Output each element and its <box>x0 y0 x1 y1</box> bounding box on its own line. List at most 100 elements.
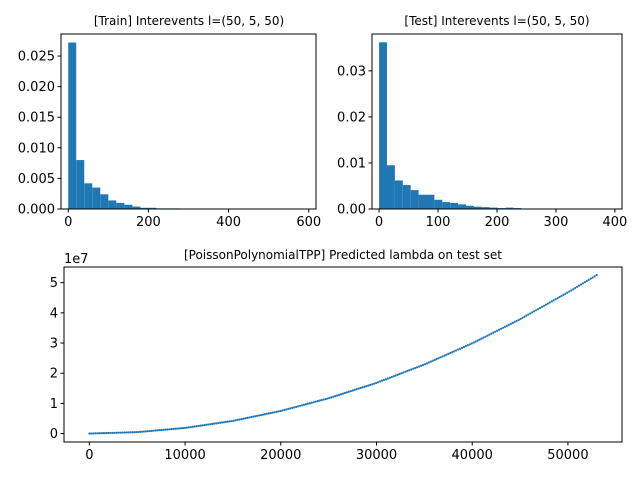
lambda-scatter-xtick-label: 40000 <box>452 448 493 463</box>
lambda-scatter-point <box>435 357 438 361</box>
lambda-scatter-point <box>181 426 185 430</box>
lambda-scatter-point <box>92 432 95 435</box>
train-histogram-bar <box>84 183 93 209</box>
test-histogram-bar <box>402 185 411 209</box>
lambda-scatter-point <box>453 350 456 353</box>
lambda-scatter-point <box>558 295 561 299</box>
lambda-scatter-point <box>581 282 585 285</box>
lambda-scatter-point <box>273 411 276 414</box>
test-histogram-yticks: 0.00 0.01 0.02 0.03 <box>337 64 372 218</box>
lambda-scatter-point <box>464 345 468 348</box>
lambda-scatter-point <box>439 356 442 359</box>
train-histogram-xtick-label: 600 <box>296 215 321 230</box>
lambda-scatter-point <box>170 428 173 431</box>
lambda-scatter-point <box>166 428 169 431</box>
lambda-scatter-point <box>480 337 483 340</box>
train-histogram-xtick-label: 200 <box>136 215 161 230</box>
test-histogram-ytick-label: 0.03 <box>337 64 366 79</box>
lambda-scatter-point <box>289 407 292 410</box>
lambda-scatter-point <box>142 430 146 433</box>
lambda-scatter-point <box>523 315 526 318</box>
train-histogram-ytick-label: 0.000 <box>18 203 55 218</box>
train-histogram-title: [Train] Interevents l=(50, 5, 50) <box>94 14 284 28</box>
lambda-scatter-point <box>168 428 171 431</box>
lambda-scatter-point <box>529 312 532 315</box>
lambda-scatter-point <box>308 402 311 405</box>
lambda-scatter-point <box>94 432 97 435</box>
lambda-scatter-point <box>127 431 130 434</box>
lambda-scatter-point <box>174 427 177 430</box>
test-histogram-bar <box>410 190 419 209</box>
lambda-scatter-point <box>125 431 128 434</box>
lambda-scatter-point <box>238 418 241 421</box>
lambda-scatter-point <box>258 414 261 417</box>
lambda-scatter-point <box>137 430 140 434</box>
lambda-scatter-point <box>556 297 559 300</box>
lambda-scatter-point <box>123 431 126 434</box>
lambda-scatter-point <box>236 418 239 421</box>
lambda-scatter-point <box>98 432 101 435</box>
lambda-scatter-point <box>466 344 469 347</box>
train-histogram-ytick-label: 0.015 <box>18 111 55 126</box>
lambda-scatter-point <box>398 372 401 376</box>
test-histogram-panel: [Test] Interevents l=(50, 5, 50) 0 100 200… <box>337 14 627 230</box>
lambda-scatter-point <box>207 423 210 426</box>
train-histogram-bar <box>132 206 141 209</box>
train-histogram-ytick-label: 0.020 <box>18 80 55 95</box>
lambda-scatter-point <box>384 378 388 381</box>
lambda-scatter-point <box>492 331 495 334</box>
lambda-scatter-point <box>544 303 548 306</box>
train-histogram-bars <box>68 42 301 209</box>
lambda-scatter-point <box>359 386 362 390</box>
lambda-scatter-point <box>537 307 540 311</box>
lambda-scatter-point <box>445 353 448 356</box>
lambda-scatter-point <box>410 368 413 371</box>
lambda-scatter-point <box>419 364 423 367</box>
lambda-scatter-point <box>172 427 175 431</box>
lambda-scatter-point <box>517 318 520 322</box>
lambda-scatter-point <box>365 385 368 388</box>
lambda-scatter-point <box>287 407 290 411</box>
lambda-scatter-point <box>490 332 493 335</box>
lambda-scatter-point <box>162 428 165 431</box>
lambda-scatter-point <box>115 431 118 434</box>
lambda-scatter-point <box>269 411 272 415</box>
lambda-scatter-point <box>507 323 510 326</box>
lambda-scatter-point <box>421 363 425 367</box>
lambda-scatter-point <box>179 427 183 430</box>
test-histogram-ytick-label: 0.00 <box>337 203 366 218</box>
lambda-scatter-point <box>497 328 501 331</box>
lambda-scatter-point <box>476 339 479 342</box>
lambda-scatter-xtick-label: 50000 <box>547 448 588 463</box>
lambda-scatter-ytick-label: 1 <box>50 397 58 412</box>
train-histogram-ytick-label: 0.005 <box>18 172 55 187</box>
lambda-scatter-point <box>304 403 308 406</box>
lambda-scatter-point <box>314 400 317 403</box>
lambda-scatter-point <box>242 417 245 420</box>
train-histogram-ytick-label: 0.010 <box>18 141 55 156</box>
lambda-scatter-point <box>228 420 231 423</box>
lambda-scatter-point <box>505 324 508 327</box>
lambda-scatter-point <box>531 311 534 314</box>
lambda-scatter-point <box>367 384 370 387</box>
lambda-scatter-point <box>250 415 253 419</box>
lambda-scatter-point <box>111 431 114 434</box>
lambda-scatter-point <box>363 385 366 388</box>
lambda-scatter-point <box>357 387 360 390</box>
lambda-scatter-point <box>244 417 247 420</box>
lambda-scatter-point <box>449 351 452 355</box>
test-histogram-frame <box>371 33 623 210</box>
lambda-scatter-point <box>343 391 347 395</box>
lambda-scatter-point <box>441 355 444 358</box>
lambda-scatter-point <box>488 333 491 336</box>
test-histogram-bar <box>426 194 435 209</box>
lambda-scatter-point <box>146 430 149 433</box>
lambda-scatter-point <box>107 431 110 435</box>
lambda-scatter-point <box>576 285 579 288</box>
lambda-scatter-point <box>484 335 487 338</box>
lambda-scatter-point <box>328 396 331 400</box>
lambda-scatter-point <box>113 431 116 434</box>
lambda-scatter-point <box>254 415 257 418</box>
lambda-scatter-point <box>540 305 544 308</box>
lambda-scatter-point <box>423 363 427 366</box>
